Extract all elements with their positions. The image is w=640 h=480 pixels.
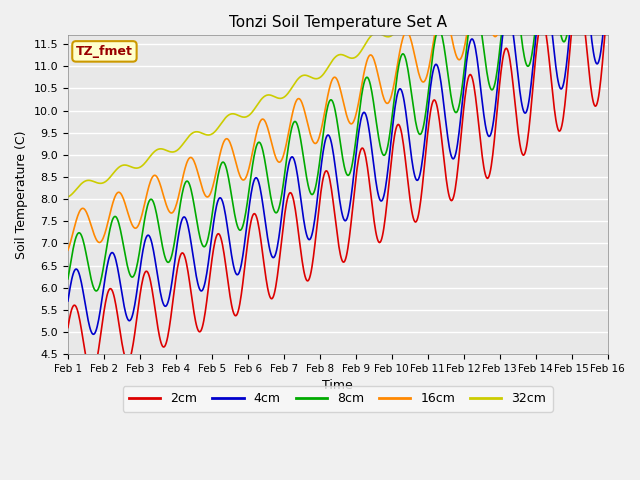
2cm xyxy=(64,324,72,330)
Line: 4cm: 4cm xyxy=(68,0,607,335)
4cm xyxy=(64,298,72,304)
16cm xyxy=(403,29,411,35)
8cm xyxy=(93,288,100,294)
2cm xyxy=(404,180,412,185)
2cm xyxy=(185,274,193,279)
4cm xyxy=(214,200,221,206)
2cm xyxy=(74,308,81,314)
8cm xyxy=(64,276,72,282)
2cm xyxy=(88,372,96,378)
4cm xyxy=(420,147,428,153)
32cm xyxy=(419,12,427,17)
Line: 2cm: 2cm xyxy=(68,0,607,375)
Text: TZ_fmet: TZ_fmet xyxy=(76,45,133,58)
16cm xyxy=(184,157,192,163)
Line: 32cm: 32cm xyxy=(68,0,607,197)
2cm xyxy=(420,170,428,176)
Title: Tonzi Soil Temperature Set A: Tonzi Soil Temperature Set A xyxy=(228,15,447,30)
16cm xyxy=(64,247,72,253)
32cm xyxy=(184,134,192,140)
8cm xyxy=(185,180,193,186)
8cm xyxy=(404,67,412,72)
2cm xyxy=(604,0,611,6)
4cm xyxy=(404,126,412,132)
Legend: 2cm, 4cm, 8cm, 16cm, 32cm: 2cm, 4cm, 8cm, 16cm, 32cm xyxy=(123,386,552,412)
Y-axis label: Soil Temperature (C): Soil Temperature (C) xyxy=(15,131,28,259)
8cm xyxy=(420,122,428,128)
32cm xyxy=(64,194,72,200)
16cm xyxy=(212,168,220,173)
16cm xyxy=(129,224,137,229)
4cm xyxy=(90,332,97,337)
8cm xyxy=(74,231,81,237)
4cm xyxy=(130,306,138,312)
32cm xyxy=(212,127,220,132)
4cm xyxy=(74,267,81,273)
2cm xyxy=(214,231,221,237)
16cm xyxy=(419,79,427,85)
32cm xyxy=(129,165,137,170)
Line: 16cm: 16cm xyxy=(68,0,607,250)
2cm xyxy=(130,336,138,342)
8cm xyxy=(214,177,221,183)
32cm xyxy=(403,11,411,16)
4cm xyxy=(185,227,193,232)
16cm xyxy=(74,213,81,219)
Line: 8cm: 8cm xyxy=(68,0,607,291)
X-axis label: Time: Time xyxy=(323,379,353,393)
32cm xyxy=(74,185,81,191)
8cm xyxy=(130,273,138,278)
